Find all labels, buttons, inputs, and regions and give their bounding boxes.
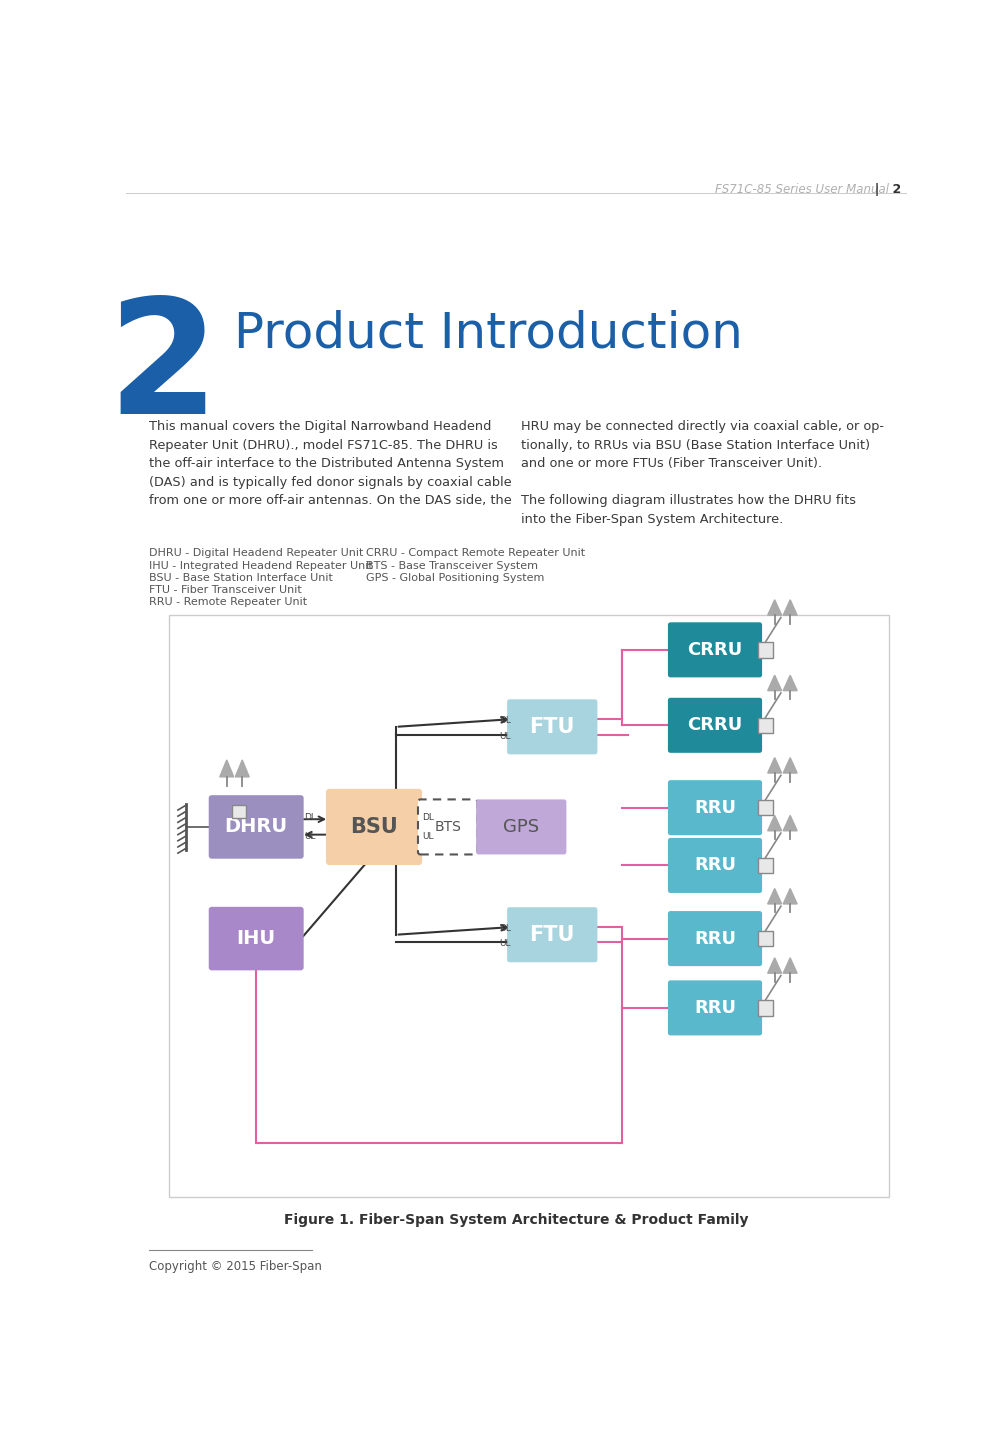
- Text: RRU: RRU: [694, 930, 736, 947]
- Text: CRRU: CRRU: [687, 641, 743, 658]
- Text: GPS - Global Positioning System: GPS - Global Positioning System: [366, 573, 544, 583]
- Bar: [168, 615, 889, 1197]
- Text: BTS - Base Transceiver System: BTS - Base Transceiver System: [366, 560, 538, 570]
- Text: FTU: FTU: [529, 925, 575, 944]
- FancyBboxPatch shape: [209, 907, 303, 970]
- Text: CRRU - Compact Remote Repeater Unit: CRRU - Compact Remote Repeater Unit: [366, 547, 586, 558]
- FancyBboxPatch shape: [326, 789, 422, 865]
- Text: DL: DL: [500, 924, 511, 933]
- Text: UL: UL: [422, 832, 433, 841]
- Text: IHU - Integrated Headend Repeater Unit: IHU - Integrated Headend Repeater Unit: [149, 560, 373, 570]
- Bar: [758, 717, 773, 733]
- Text: FTU: FTU: [529, 717, 575, 737]
- FancyBboxPatch shape: [418, 799, 477, 855]
- Bar: [758, 1000, 773, 1016]
- Text: DL: DL: [500, 716, 511, 726]
- Text: DHRU - Digital Headend Repeater Unit: DHRU - Digital Headend Repeater Unit: [149, 547, 364, 558]
- Polygon shape: [768, 888, 781, 904]
- Text: UL: UL: [500, 731, 511, 740]
- Text: UL: UL: [304, 832, 316, 841]
- Polygon shape: [783, 815, 797, 831]
- Polygon shape: [768, 757, 781, 773]
- Bar: [232, 805, 246, 819]
- Bar: [758, 858, 773, 874]
- Polygon shape: [783, 958, 797, 973]
- Bar: [758, 931, 773, 947]
- FancyBboxPatch shape: [668, 780, 762, 835]
- Text: |   2: | 2: [866, 184, 901, 197]
- Text: RRU: RRU: [694, 999, 736, 1017]
- Polygon shape: [235, 760, 249, 777]
- FancyBboxPatch shape: [209, 795, 303, 859]
- Text: DL: DL: [422, 813, 433, 822]
- Text: DL: DL: [304, 813, 317, 822]
- Text: BSU - Base Station Interface Unit: BSU - Base Station Interface Unit: [149, 573, 333, 583]
- Text: HRU may be connected directly via coaxial cable, or op-
tionally, to RRUs via BS: HRU may be connected directly via coaxia…: [521, 421, 884, 526]
- Polygon shape: [783, 757, 797, 773]
- Polygon shape: [783, 675, 797, 691]
- Text: CRRU: CRRU: [687, 716, 743, 734]
- Polygon shape: [768, 958, 781, 973]
- Polygon shape: [768, 675, 781, 691]
- FancyBboxPatch shape: [668, 980, 762, 1036]
- Polygon shape: [768, 599, 781, 615]
- Polygon shape: [768, 815, 781, 831]
- Text: UL: UL: [500, 940, 511, 948]
- FancyBboxPatch shape: [668, 911, 762, 966]
- FancyBboxPatch shape: [507, 700, 598, 754]
- FancyBboxPatch shape: [668, 698, 762, 753]
- Text: 2: 2: [108, 292, 219, 447]
- Text: Copyright © 2015 Fiber-Span: Copyright © 2015 Fiber-Span: [149, 1260, 323, 1273]
- Text: BTS: BTS: [434, 821, 461, 833]
- Text: This manual covers the Digital Narrowband Headend
Repeater Unit (DHRU)., model F: This manual covers the Digital Narrowban…: [149, 421, 512, 507]
- FancyBboxPatch shape: [507, 907, 598, 963]
- Text: RRU: RRU: [694, 856, 736, 875]
- Text: BSU: BSU: [350, 818, 398, 836]
- Polygon shape: [783, 599, 797, 615]
- FancyBboxPatch shape: [668, 622, 762, 677]
- Polygon shape: [783, 888, 797, 904]
- Text: Figure 1. Fiber-Span System Architecture & Product Family: Figure 1. Fiber-Span System Architecture…: [284, 1213, 749, 1227]
- FancyBboxPatch shape: [668, 838, 762, 892]
- Text: Product Introduction: Product Introduction: [235, 309, 743, 358]
- Bar: [758, 800, 773, 815]
- Text: GPS: GPS: [503, 818, 539, 836]
- FancyBboxPatch shape: [476, 799, 566, 855]
- Text: RRU: RRU: [694, 799, 736, 816]
- Polygon shape: [220, 760, 234, 777]
- Text: DHRU: DHRU: [225, 818, 287, 836]
- Text: RRU - Remote Repeater Unit: RRU - Remote Repeater Unit: [149, 598, 307, 608]
- Text: FTU - Fiber Transceiver Unit: FTU - Fiber Transceiver Unit: [149, 585, 302, 595]
- Text: FS71C-85 Series User Manual: FS71C-85 Series User Manual: [716, 184, 889, 197]
- Text: IHU: IHU: [237, 930, 276, 948]
- Bar: [758, 642, 773, 658]
